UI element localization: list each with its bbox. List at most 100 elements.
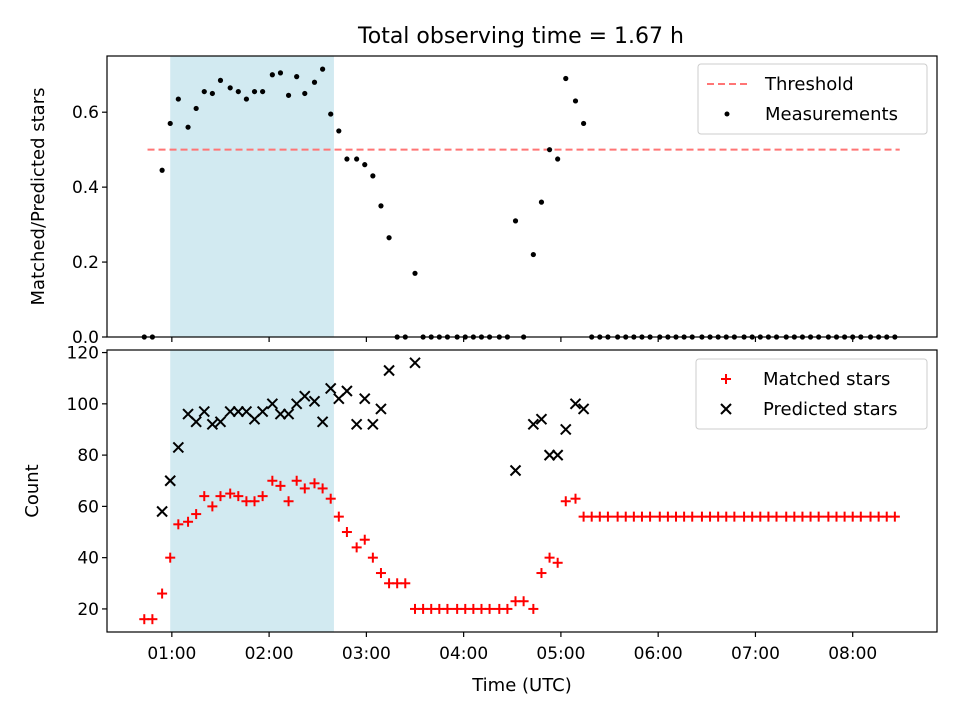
y-tick-label-bot: 20 [77, 600, 99, 620]
predicted-star-point [316, 416, 329, 428]
x-tick-label: 06:00 [634, 644, 683, 664]
matched-star-point [275, 480, 286, 491]
matched-star-point [729, 511, 740, 522]
matched-star-point [267, 475, 278, 486]
legend-matched-label: Matched stars [763, 369, 890, 390]
matched-star-point [199, 491, 210, 502]
measurement-point [362, 162, 368, 168]
bottom-panel-axes: 20 40 60 80 100 120 01:00 02:00 03:00 04:00 05:00 0… [67, 344, 878, 664]
predicted-star-point [543, 449, 556, 461]
measurement-point [243, 96, 250, 102]
matched-star-point [183, 516, 194, 527]
x-tick-label: 02:00 [245, 644, 294, 664]
matched-star-point [602, 511, 613, 522]
predicted-star-point [569, 398, 582, 410]
predicted-star-point [266, 398, 279, 410]
measurement-point [185, 124, 191, 130]
measurement-point [386, 235, 392, 241]
y-tick-label-bot: 40 [77, 549, 99, 569]
measurement-point [251, 88, 258, 95]
matched-star-point [249, 496, 260, 507]
legend-measurements-label: Measurements [765, 104, 898, 125]
measurement-point [193, 105, 199, 112]
y-axis-label-top: Matched/Predicted stars [28, 88, 49, 306]
matched-star-point [165, 552, 176, 563]
measurement-point [260, 88, 266, 95]
predicted-star-point [214, 416, 227, 428]
x-tick-label: 04:00 [439, 644, 488, 664]
matched-star-point [157, 588, 168, 599]
predicted-star-point [325, 382, 337, 395]
x-tick-label: 08:00 [828, 644, 877, 664]
predicted-star-point [535, 413, 548, 425]
measurement-point [555, 156, 561, 162]
chart-title: Total observing time = 1.67 h [357, 24, 684, 49]
x-tick-label: 05:00 [536, 644, 585, 664]
measurement-point [530, 251, 536, 258]
matched-star-point [225, 488, 236, 499]
matched-star-point [317, 483, 328, 494]
legend-x-mark [720, 403, 732, 415]
predicted-star-point [224, 405, 236, 418]
legend-top-box [697, 63, 928, 135]
predicted-star-point [274, 408, 287, 420]
predicted-star-point [509, 464, 522, 477]
matched-star-point [771, 511, 782, 522]
predicted-star-point [359, 393, 371, 405]
measurement-point [370, 173, 376, 179]
measurement-point [302, 90, 308, 97]
legend-matched-swatch [721, 374, 731, 384]
bottom-panel-frame [106, 349, 938, 633]
measurement-point [512, 218, 519, 224]
predicted-star-point [527, 418, 540, 431]
measurement-point [235, 88, 241, 95]
y-tick-label-top: 0.6 [72, 103, 99, 123]
matched-star-point [552, 557, 563, 568]
matched-star-point [502, 603, 513, 614]
top-panel-axes: 0.0 0.2 0.4 0.6 [72, 103, 854, 348]
measurement-point [328, 111, 334, 117]
measurement-point [344, 156, 350, 162]
measurement-point [175, 96, 181, 102]
y-tick-label-bot: 120 [67, 344, 99, 364]
measurement-point [538, 199, 545, 205]
measurement-point [320, 66, 326, 72]
measurement-point [294, 74, 300, 80]
matched-star-point [536, 568, 547, 579]
predicted-star-point [282, 408, 295, 420]
matched-star-point [359, 534, 370, 545]
matched-star-point [325, 493, 336, 504]
matched-star-point [215, 491, 226, 502]
predicted-star-point [164, 475, 176, 487]
legend-threshold-label: Threshold [764, 74, 854, 95]
y-tick-label-bot: 100 [67, 395, 99, 415]
predicted-star-point [256, 405, 269, 418]
matched-star-point [351, 542, 362, 553]
measurement-point [277, 70, 284, 76]
matched-star-point [283, 496, 294, 507]
matched-star-point [528, 603, 539, 614]
matched-star-point [570, 493, 581, 504]
matched-star-point [233, 491, 244, 502]
measurement-point [285, 92, 292, 98]
legend-bottom: Matched stars Predicted stars [695, 358, 928, 430]
measurement-point [201, 88, 207, 95]
measurement-point [269, 72, 275, 78]
top-panel-frame [106, 55, 938, 338]
predicted-star-point [232, 405, 245, 418]
measurement-point [227, 85, 233, 91]
predicted-star-point [350, 418, 363, 431]
y-tick-label-top: 0.0 [72, 328, 99, 348]
matched-star-point [309, 478, 320, 489]
predicted-star-point [190, 416, 202, 428]
matched-star-point [400, 578, 411, 589]
matched-star-point [560, 496, 571, 507]
x-tick-label: 03:00 [342, 644, 391, 664]
measurement-point [159, 167, 165, 173]
matched-star-point [889, 511, 900, 522]
y-tick-label-bot: 60 [77, 497, 99, 517]
matched-star-point [687, 511, 698, 522]
bottom-panel-marks [139, 357, 900, 625]
measurement-point [311, 79, 318, 85]
legend-measurements-swatch [724, 111, 730, 117]
